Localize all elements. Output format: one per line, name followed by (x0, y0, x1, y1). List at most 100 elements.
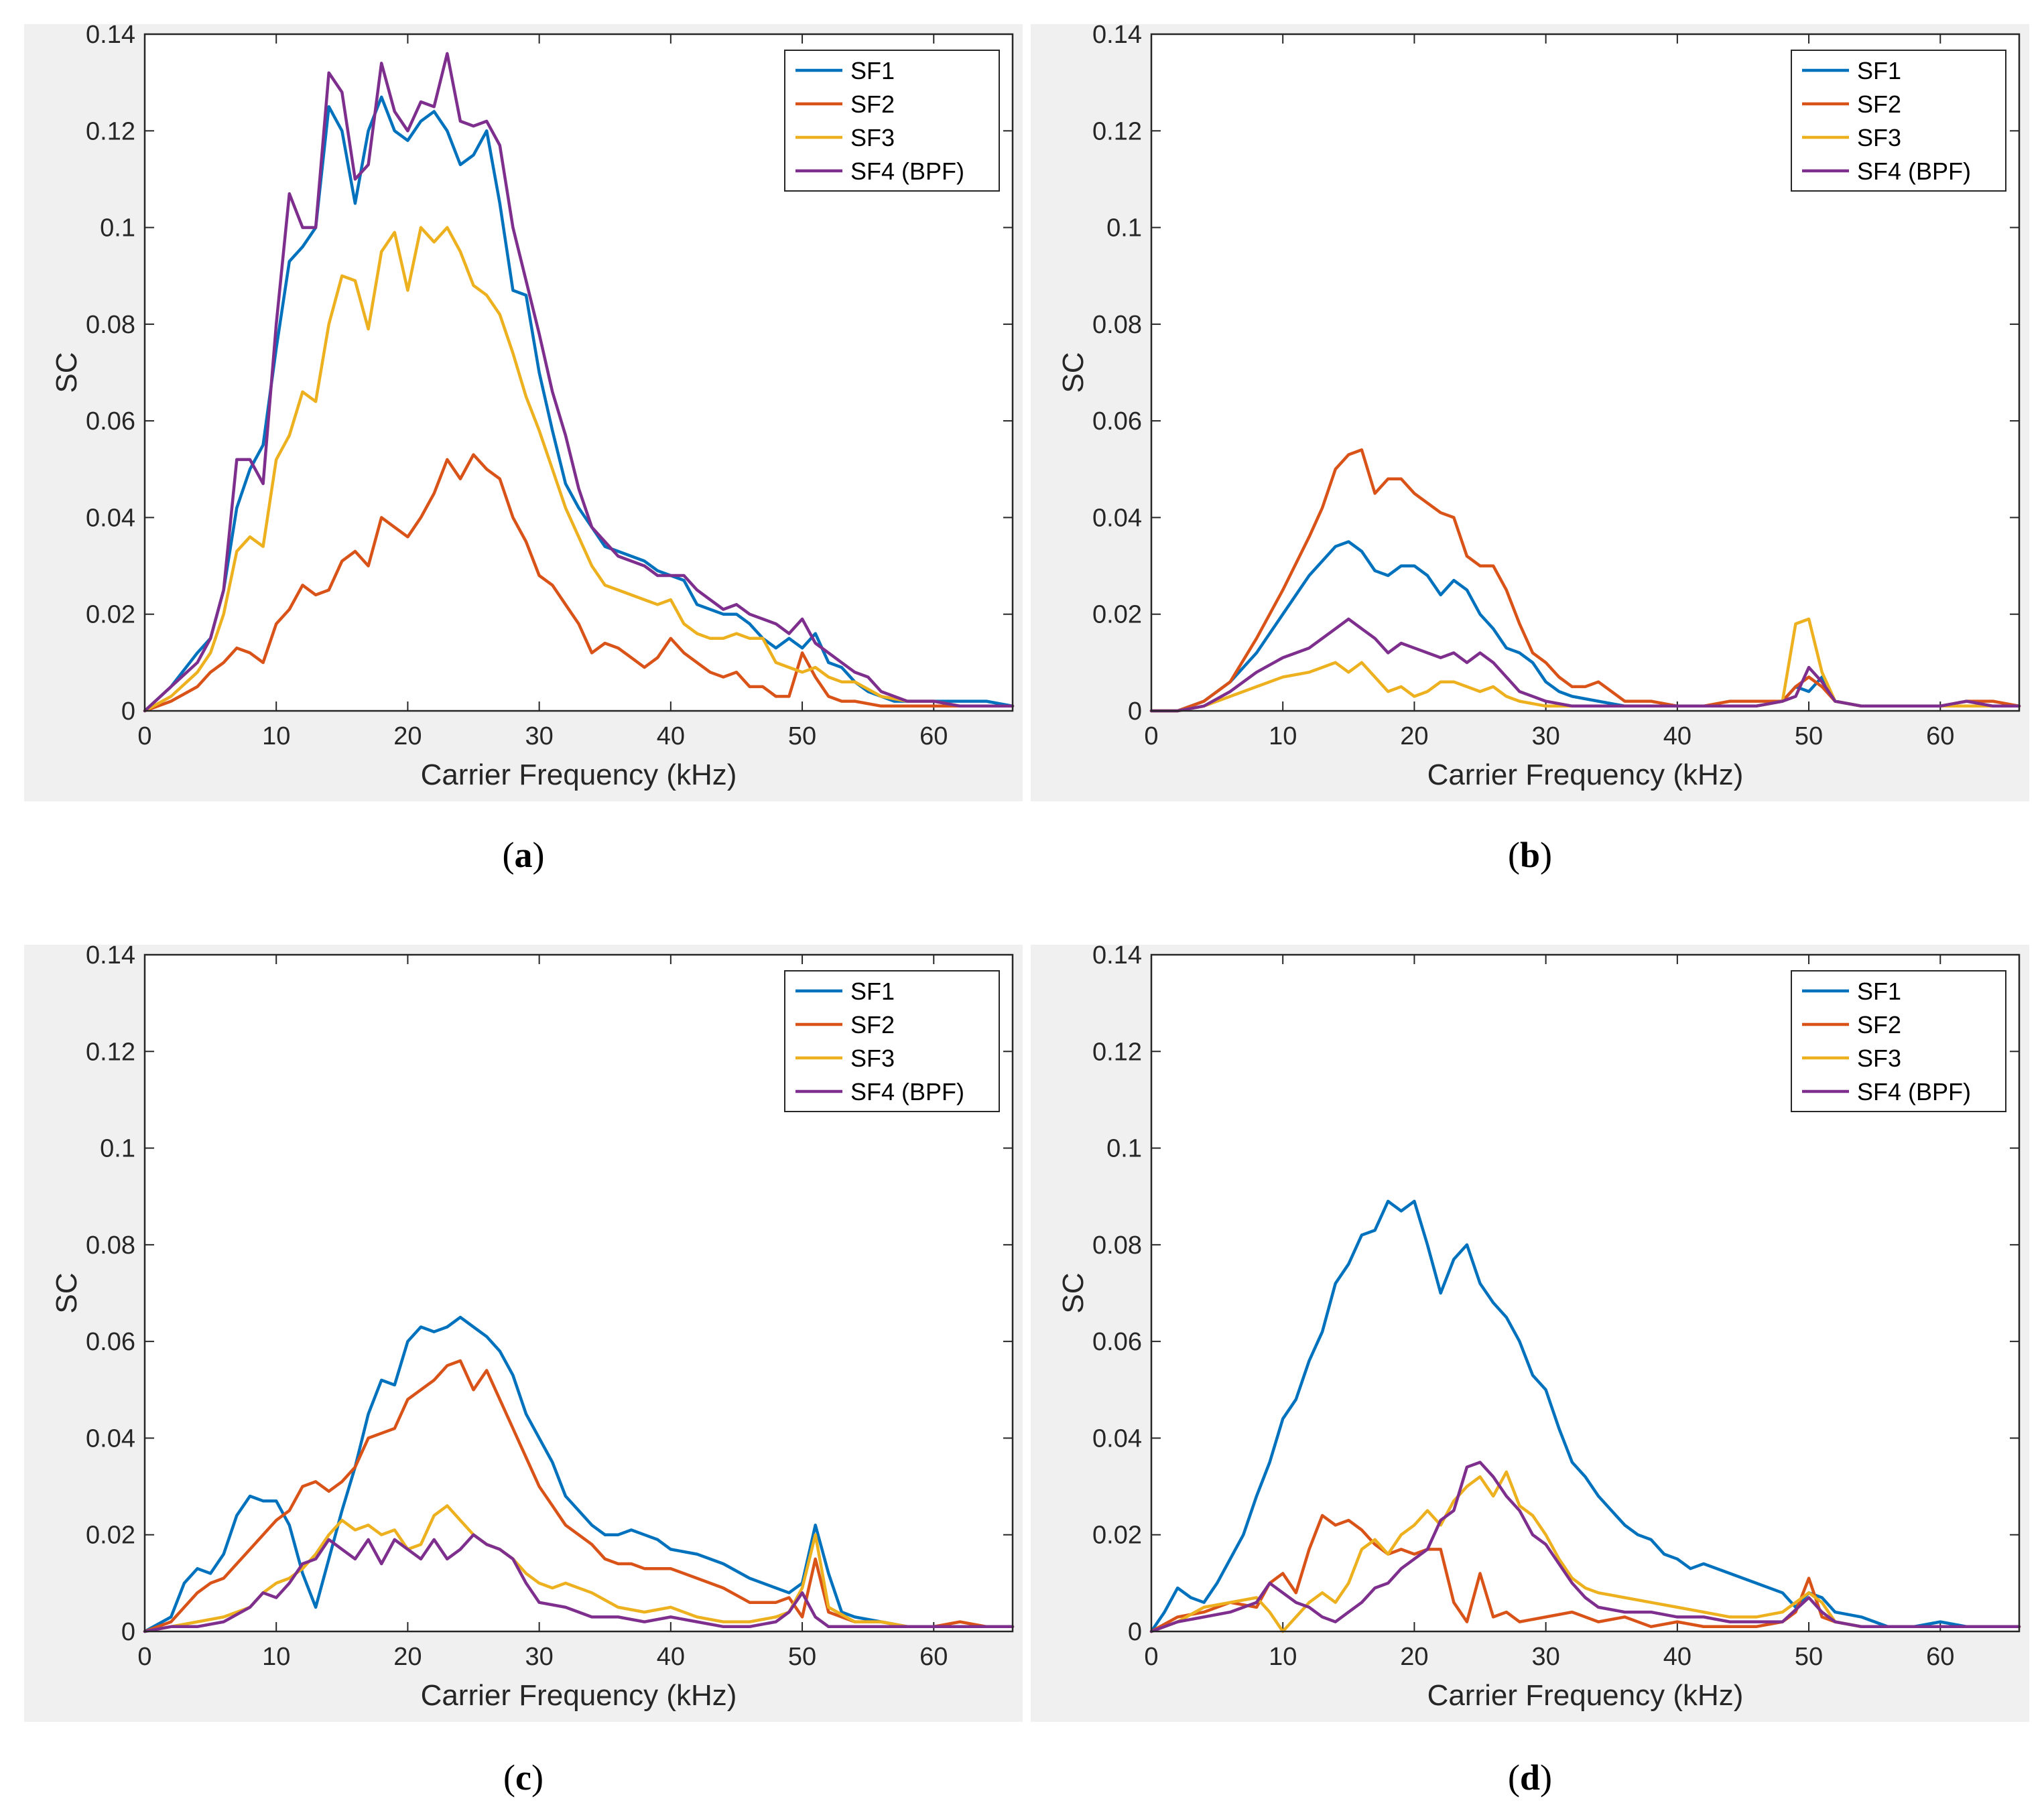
legend-label-d-sf4: SF4 (BPF) (1857, 1078, 1971, 1106)
caption-d: (d) (1507, 1757, 1552, 1798)
caption-b: (b) (1507, 835, 1552, 875)
legend-label-b-sf2: SF2 (1857, 90, 1901, 118)
x-tick-label-c: 50 (788, 1643, 816, 1671)
y-tick-label-a: 0.12 (86, 117, 135, 145)
x-tick-label-c: 10 (262, 1643, 290, 1671)
y-tick-label-a: 0.08 (86, 311, 135, 339)
legend-b: SF1 SF2 SF3 SF4 (BPF) (1791, 50, 2006, 192)
x-tick-label-d: 0 (1144, 1643, 1158, 1671)
chart-a: 0 0.02 0.04 0.06 0.08 0.1 0.12 0.14 0 10 20 30 40 50 6… (50, 24, 1015, 791)
x-tick-label-a: 10 (262, 722, 290, 750)
axes-box-d (1150, 953, 2021, 1633)
panel-d: 0 0.02 0.04 0.06 0.08 0.1 0.12 0.14 0 10 20 30 40 50 6… (1031, 945, 2029, 1722)
axes-box-a (143, 33, 1014, 712)
legend-label-b-sf1: SF1 (1857, 57, 1901, 84)
y-tick-label-c: 0.1 (100, 1135, 135, 1163)
panel-b: 0 0.02 0.04 0.06 0.08 0.1 0.12 0.14 0 10 20 30 40 50 6… (1031, 24, 2029, 801)
x-tick-label-b: 60 (1926, 722, 1954, 750)
caption-a-letter: a (514, 835, 533, 875)
x-tick-label-d: 50 (1795, 1643, 1823, 1671)
x-tick-label-c: 30 (525, 1643, 553, 1671)
panel-a: 0 0.02 0.04 0.06 0.08 0.1 0.12 0.14 0 10 20 30 40 50 6… (24, 24, 1023, 801)
y-tick-label-d: 0.04 (1092, 1424, 1142, 1453)
series-line-d-sf2 (1149, 1514, 2021, 1633)
caption-d-letter: d (1519, 1757, 1541, 1798)
x-axis-label-b: Carrier Frequency (kHz) (1427, 758, 1744, 791)
x-tick-label-c: 20 (393, 1643, 422, 1671)
y-tick-label-a: 0.02 (86, 601, 135, 629)
series-line-a-sf4 (143, 52, 1015, 713)
x-tick-label-b: 50 (1795, 722, 1823, 750)
y-axis-label-c: SC (50, 1272, 83, 1313)
y-tick-label-a: 0.06 (86, 407, 135, 436)
y-tick-label-b: 0.1 (1106, 214, 1142, 243)
x-tick-label-d: 40 (1663, 1643, 1691, 1671)
y-tick-label-d: 0.08 (1092, 1231, 1142, 1260)
axes-box-b (1150, 33, 2021, 712)
x-tick-label-c: 0 (137, 1643, 151, 1671)
y-tick-label-a: 0.14 (86, 24, 135, 49)
legend-label-d-sf1: SF1 (1857, 978, 1901, 1005)
caption-b-letter: b (1519, 835, 1541, 875)
chart-b: 0 0.02 0.04 0.06 0.08 0.1 0.12 0.14 0 10 20 30 40 50 6… (1057, 24, 2021, 791)
series-line-c-sf2 (143, 1359, 1015, 1633)
y-tick-label-c: 0.08 (86, 1231, 135, 1260)
legend-label-a-sf2: SF2 (850, 90, 895, 118)
legend-d: SF1 SF2 SF3 SF4 (BPF) (1791, 970, 2006, 1112)
y-tick-label-b: 0.12 (1092, 117, 1142, 145)
x-tick-label-a: 0 (137, 722, 151, 750)
x-axis-label-c: Carrier Frequency (kHz) (421, 1679, 737, 1712)
y-tick-label-a: 0.1 (100, 214, 135, 243)
legend-label-a-sf1: SF1 (850, 57, 895, 84)
y-tick-label-d: 0.1 (1106, 1135, 1142, 1163)
x-tick-label-d: 60 (1926, 1643, 1954, 1671)
y-tick-label-b: 0.08 (1092, 311, 1142, 339)
series-line-a-sf3 (143, 226, 1015, 713)
legend-label-b-sf3: SF3 (1857, 124, 1901, 151)
legend-label-d-sf3: SF3 (1857, 1045, 1901, 1072)
legend-box-a (784, 50, 1000, 192)
legend-c: SF1 SF2 SF3 SF4 (BPF) (784, 970, 1000, 1112)
y-tick-label-b: 0 (1128, 697, 1142, 726)
x-axis-label-a: Carrier Frequency (kHz) (421, 758, 737, 791)
series-line-d-sf4 (1149, 1461, 2021, 1633)
chart-d: 0 0.02 0.04 0.06 0.08 0.1 0.12 0.14 0 10 20 30 40 50 6… (1057, 945, 2021, 1712)
y-tick-label-b: 0.06 (1092, 407, 1142, 436)
y-tick-label-b: 0.04 (1092, 504, 1142, 532)
y-tick-label-d: 0.06 (1092, 1328, 1142, 1356)
legend-label-c-sf1: SF1 (850, 978, 895, 1005)
caption-c-letter: c (515, 1757, 531, 1798)
y-axis-label-d: SC (1057, 1272, 1090, 1313)
x-tick-label-a: 60 (919, 722, 948, 750)
y-tick-label-a: 0.04 (86, 504, 135, 532)
caption-c: (c) (503, 1757, 544, 1798)
y-axis-label-b: SC (1057, 352, 1090, 393)
legend-label-a-sf3: SF3 (850, 124, 895, 151)
x-tick-label-b: 0 (1144, 722, 1158, 750)
y-tick-label-a: 0 (121, 697, 135, 726)
y-tick-label-d: 0 (1128, 1618, 1142, 1646)
y-tick-label-b: 0.02 (1092, 601, 1142, 629)
x-tick-label-b: 20 (1400, 722, 1428, 750)
x-tick-label-d: 30 (1531, 1643, 1559, 1671)
x-tick-label-d: 20 (1400, 1643, 1428, 1671)
legend-box-c (784, 970, 1000, 1112)
x-tick-label-b: 30 (1531, 722, 1559, 750)
y-axis-label-a: SC (50, 352, 83, 393)
y-tick-label-b: 0.14 (1092, 24, 1142, 49)
x-tick-label-b: 10 (1269, 722, 1297, 750)
y-tick-label-c: 0.02 (86, 1522, 135, 1550)
y-tick-label-c: 0.12 (86, 1038, 135, 1066)
series-line-b-sf4 (1149, 617, 2021, 713)
legend-label-a-sf4: SF4 (BPF) (850, 157, 964, 185)
axes-box-c (143, 953, 1014, 1633)
legend-label-c-sf2: SF2 (850, 1011, 895, 1038)
x-tick-label-a: 40 (657, 722, 685, 750)
x-tick-label-b: 40 (1663, 722, 1691, 750)
series-line-a-sf2 (143, 453, 1015, 713)
y-tick-label-c: 0.04 (86, 1424, 135, 1453)
x-tick-label-a: 50 (788, 722, 816, 750)
series-line-c-sf4 (143, 1533, 1015, 1633)
legend-label-c-sf3: SF3 (850, 1045, 895, 1072)
y-tick-label-c: 0.14 (86, 945, 135, 969)
